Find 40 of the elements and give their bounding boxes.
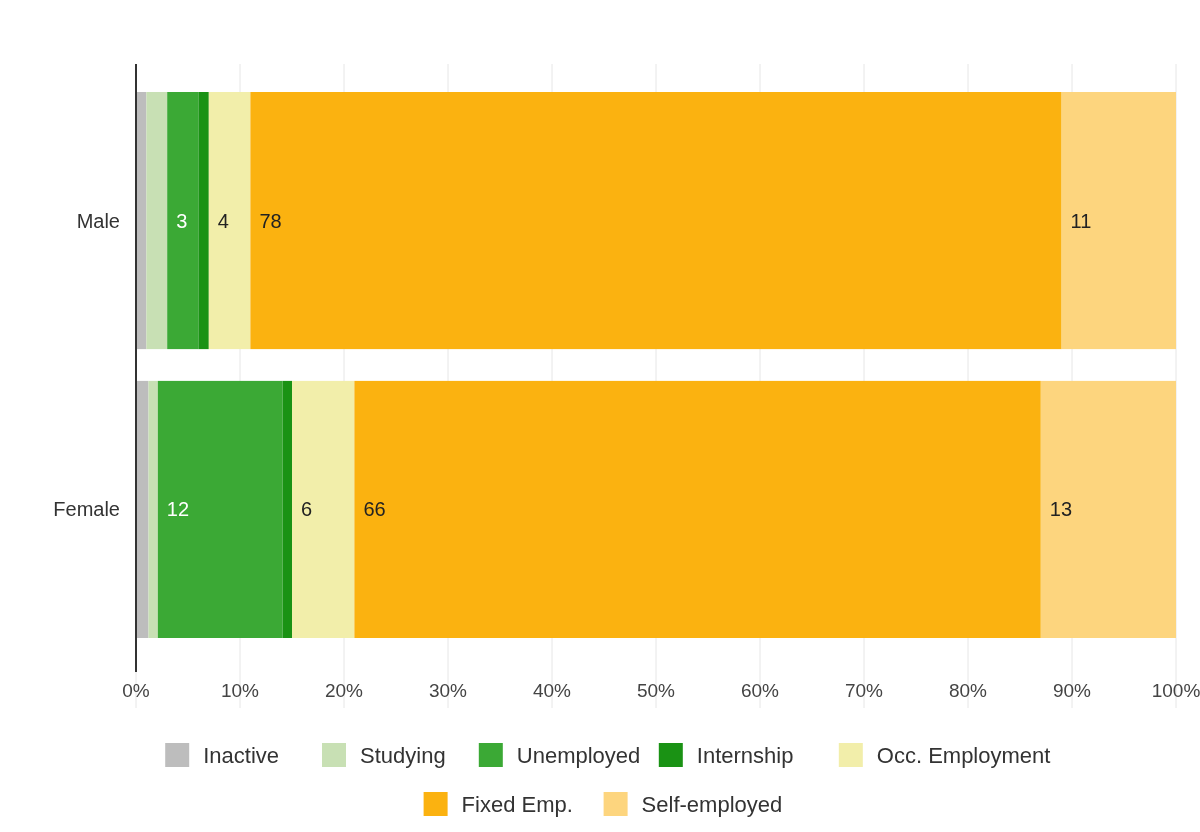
bar [1040,380,1176,638]
bar [148,380,158,638]
bar [292,380,355,638]
legend-label: Occ. Employment [876,742,1051,768]
data-label: 12 [166,498,190,521]
x-tick-label: 60% [740,679,780,701]
data-label: 66 [363,498,386,521]
data-label: 11 [1070,209,1092,232]
bar [1061,92,1176,350]
bar [250,92,1062,350]
bar [146,92,168,350]
legend-label: Unemployed [516,742,641,768]
legend-label: Inactive [203,742,280,768]
bar [167,92,199,350]
y-tick-label: Female [53,498,120,521]
x-tick-label: 30% [428,679,468,701]
data-label: 78 [259,209,282,232]
bar [157,380,283,638]
x-tick-label: 10% [220,679,260,701]
x-tick-label: 0% [122,679,150,701]
data-label: 4 [217,209,229,232]
x-tick-label: 90% [1052,679,1092,701]
bar [208,92,251,350]
legend-label: Self-employed [641,791,783,817]
bar [198,92,209,350]
data-label: 3 [176,209,188,232]
legend-label: Internship [696,742,794,768]
x-tick-label: 40% [532,679,572,701]
x-tick-label: 80% [948,679,988,701]
bar [282,380,292,638]
x-tick-label: 70% [844,679,884,701]
y-tick-label: Male [76,209,120,232]
x-tick-label: 100% [1151,679,1200,701]
x-tick-label: 50% [636,679,676,701]
legend-label: Studying [360,742,446,768]
x-tick-label: 20% [324,679,364,701]
data-label: 6 [301,498,313,521]
data-label: 13 [1049,498,1073,521]
legend-label: Fixed Emp. [461,791,573,817]
bar [354,380,1041,638]
